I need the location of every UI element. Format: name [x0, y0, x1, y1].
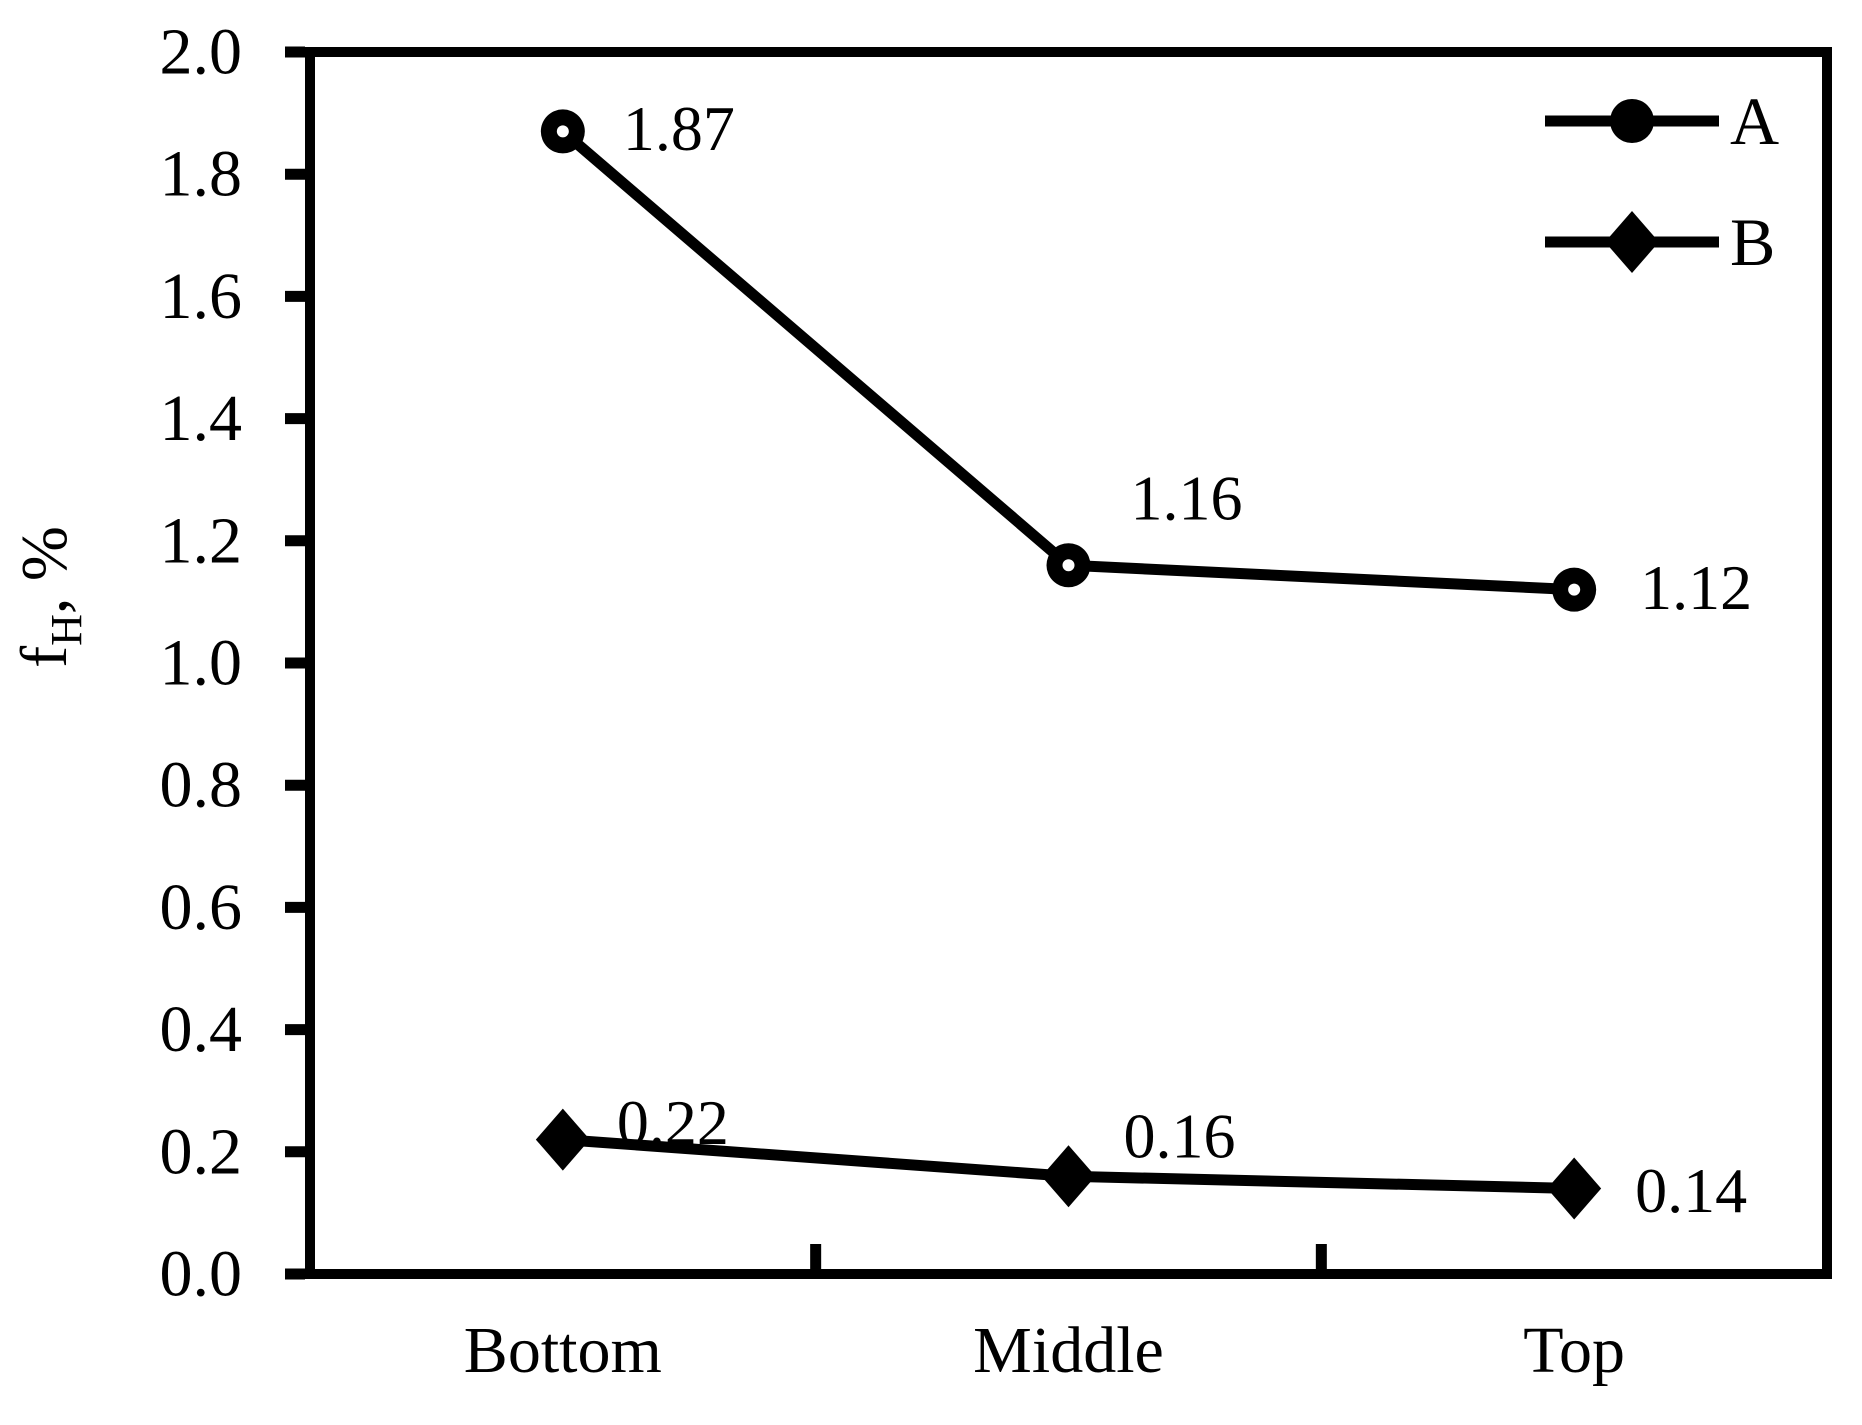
data-label: 0.16 — [1124, 1101, 1236, 1172]
y-tick-label: 1.0 — [160, 627, 243, 700]
x-category-label: Top — [1523, 1314, 1625, 1387]
legend-label: A — [1730, 83, 1779, 159]
circle-marker-hole — [1568, 583, 1581, 596]
x-category-label: Bottom — [464, 1314, 662, 1387]
legend-item-b: B — [1545, 204, 1775, 280]
plot-border — [305, 47, 1832, 1279]
y-tick-label: 1.6 — [160, 260, 243, 333]
series-b-marker — [1547, 1157, 1602, 1220]
x-category-label: Middle — [973, 1314, 1164, 1387]
legend-diamond-marker — [1605, 211, 1659, 273]
y-tick-label: 1.2 — [160, 504, 243, 577]
y-tick-label: 1.8 — [160, 138, 243, 211]
legend: AB — [1545, 83, 1779, 280]
y-tick-label: 0.2 — [160, 1115, 243, 1188]
series-a: 1.87 1.16 1.12 — [540, 93, 1752, 623]
circle-marker-hole — [556, 125, 569, 138]
y-tick-label: 0.4 — [160, 993, 243, 1066]
series-b-marker — [535, 1108, 590, 1171]
legend-circle-marker — [1610, 99, 1654, 143]
series-a-marker — [1046, 543, 1091, 588]
y-tick-label: 0.6 — [160, 871, 243, 944]
y-axis-title: fH, % — [8, 526, 91, 668]
y-tick-label: 1.4 — [160, 382, 243, 455]
legend-item-a: A — [1545, 83, 1779, 159]
data-label: 1.87 — [623, 93, 735, 164]
data-label: 1.12 — [1640, 552, 1752, 623]
y-tick-label: 0.0 — [160, 1238, 243, 1311]
y-tick-label: 2.0 — [160, 16, 243, 89]
series-b: 0.22 0.16 0.14 — [535, 1087, 1747, 1226]
circle-marker-shape — [1610, 99, 1654, 143]
data-label: 0.14 — [1635, 1155, 1747, 1226]
legend-label: B — [1730, 204, 1775, 280]
circle-marker-hole — [1062, 559, 1075, 572]
data-label: 1.16 — [1131, 463, 1243, 534]
series-b-marker — [1041, 1145, 1096, 1208]
data-label: 0.22 — [617, 1087, 729, 1158]
series-a-line — [559, 127, 1575, 596]
series-a-marker — [1552, 567, 1597, 612]
y-tick-label: 0.8 — [160, 749, 243, 822]
series-a-marker — [540, 109, 585, 154]
